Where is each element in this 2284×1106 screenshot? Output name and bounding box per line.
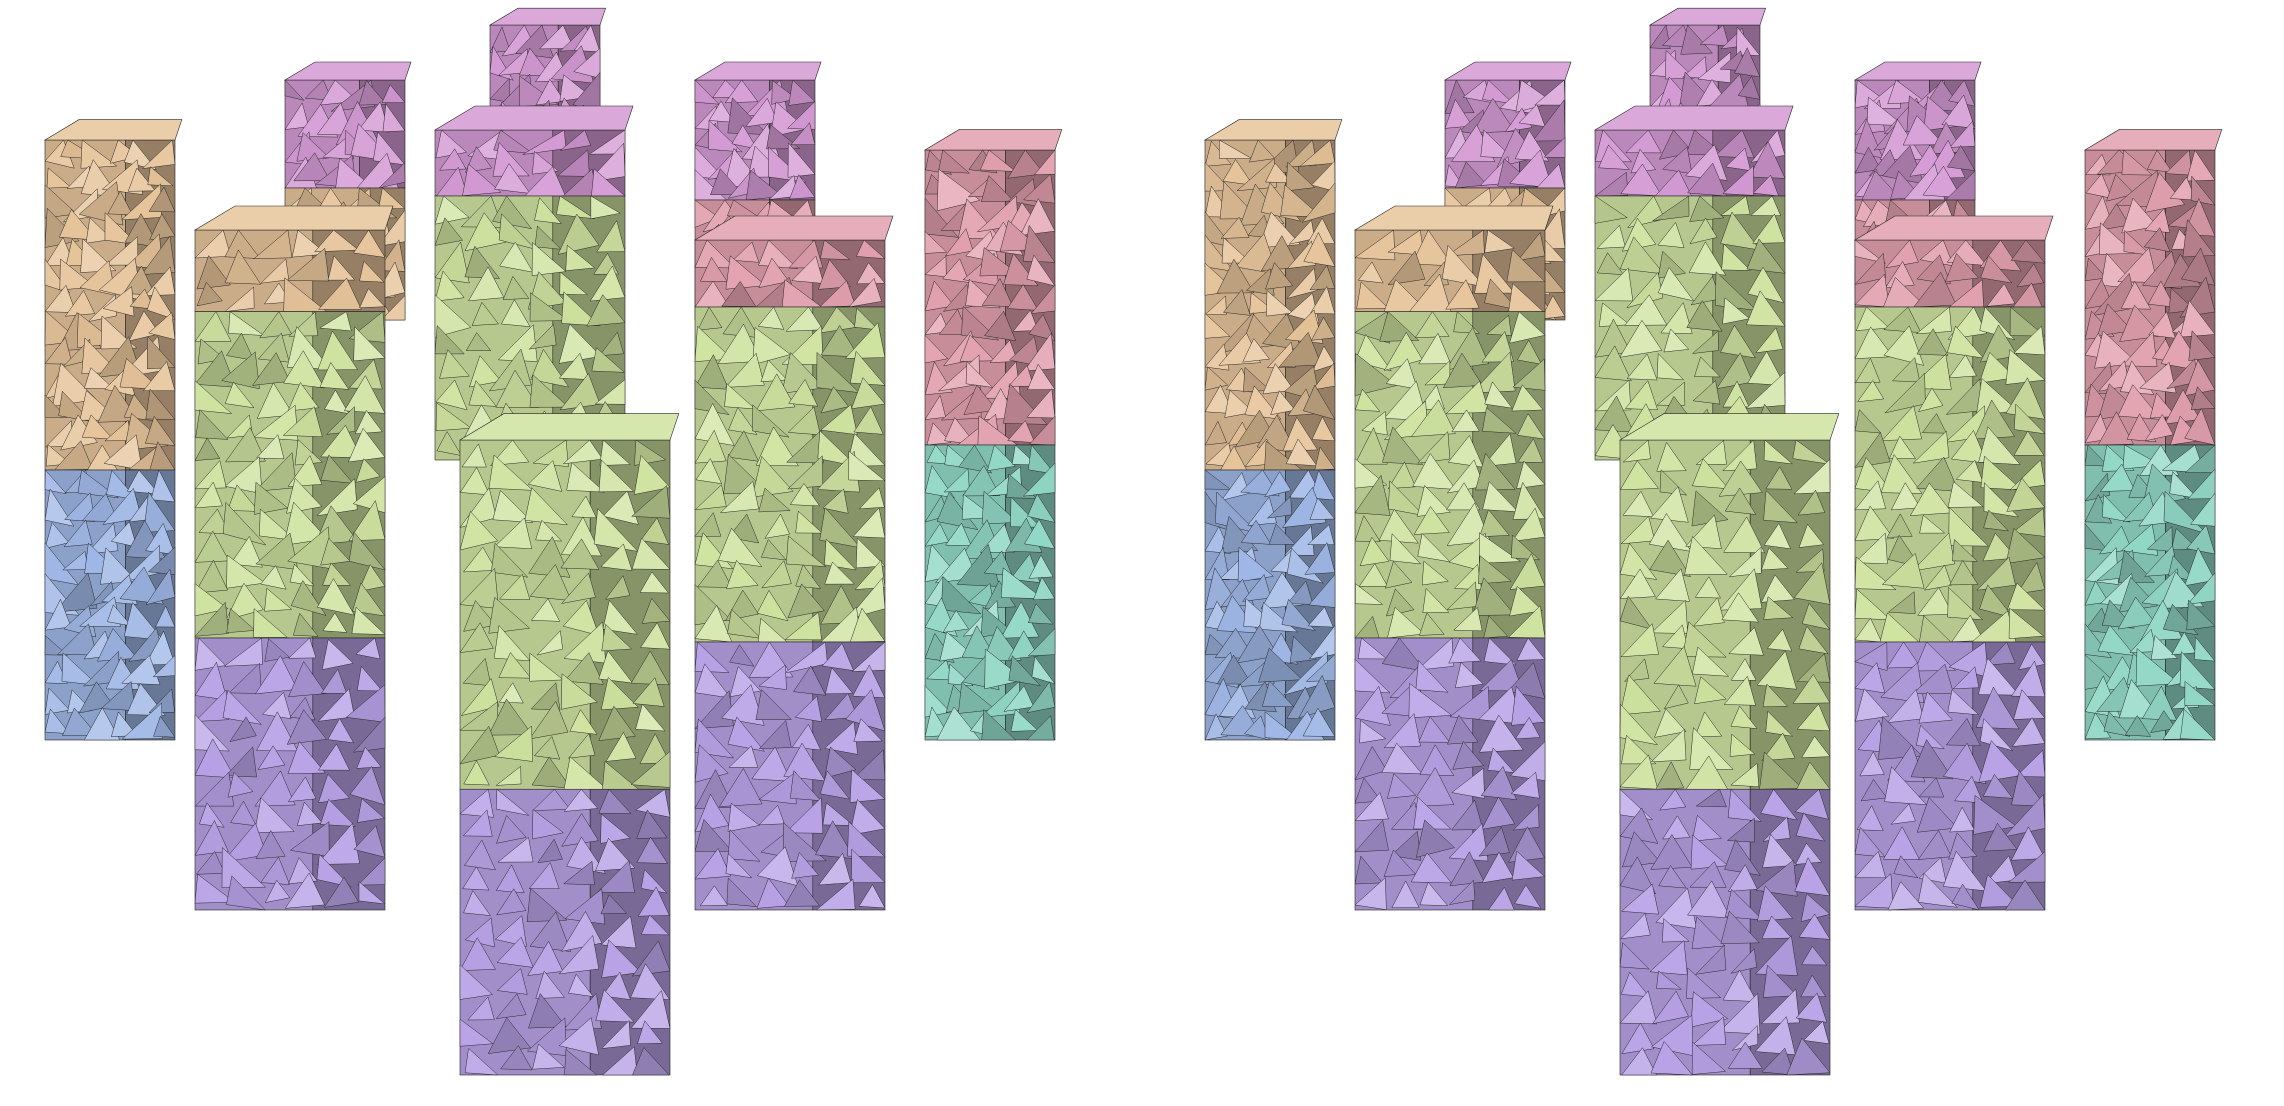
- prism-front: [458, 413, 680, 1076]
- prism-center-back: [433, 105, 634, 461]
- prism-left-far: [1203, 119, 1343, 741]
- prism-center-back: [1593, 105, 1794, 461]
- prism-right-mid: [1853, 215, 2054, 911]
- prism-left-mid: [193, 205, 394, 911]
- prism-right-far: [2083, 129, 2223, 741]
- mesh-render-right: [1203, 7, 2223, 1076]
- mesh-view-right: [1142, 0, 2284, 1106]
- prism-front: [1618, 413, 1840, 1076]
- prism-right-far: [923, 129, 1063, 741]
- prism-left-far: [43, 119, 183, 741]
- mesh-view-left: [43, 7, 1063, 1076]
- prism-left-mid: [1353, 205, 1554, 911]
- prism-right-mid: [693, 215, 894, 911]
- mesh-render-left: [43, 7, 1063, 1076]
